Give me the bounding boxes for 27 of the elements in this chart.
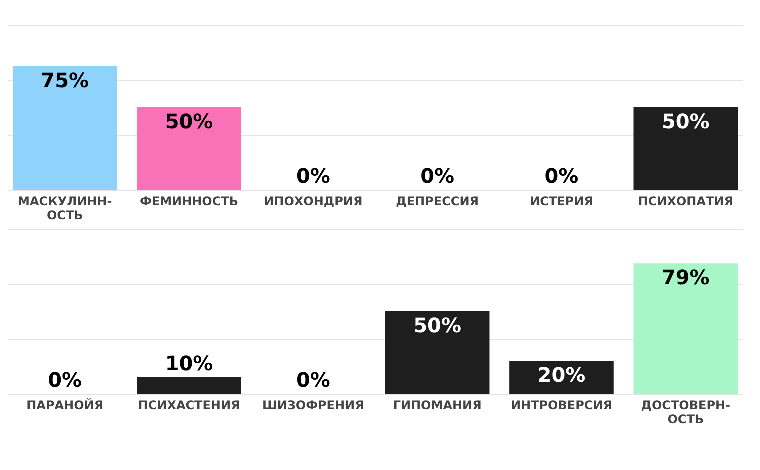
data-label: 79%	[662, 266, 710, 290]
x-tick-label: ДЕПРЕССИЯ	[396, 194, 479, 208]
x-tick-label: ГИПОМАНИЯ	[393, 398, 482, 412]
data-label: 20%	[538, 363, 586, 387]
bar	[634, 264, 738, 394]
x-tick-label: ИНТРОВЕРСИЯ	[510, 398, 612, 412]
x-tick-label: ИПОХОНДРИЯ	[264, 194, 363, 208]
data-label: 0%	[420, 164, 455, 188]
data-label: 75%	[41, 68, 90, 92]
bar	[385, 312, 490, 394]
x-tick-label: ПАРАНОЙЯ	[26, 398, 104, 412]
data-label: 10%	[165, 352, 214, 376]
data-label: 50%	[414, 314, 462, 338]
bar	[137, 378, 242, 394]
data-label: 0%	[296, 368, 330, 392]
x-tick-label: МАСКУЛИНН-ОСТЬ	[18, 194, 112, 222]
data-label: 50%	[662, 110, 710, 134]
x-tick-label: ИСТЕРИЯ	[530, 194, 594, 208]
x-tick-label: ДОСТОВЕРН-ОСТЬ	[641, 398, 731, 426]
x-tick-label: ПСИХАСТЕНИЯ	[138, 398, 240, 412]
x-tick-label: ФЕМИННОСТЬ	[140, 194, 239, 208]
data-label: 0%	[48, 368, 82, 392]
x-tick-label: ШИЗОФРЕНИЯ	[262, 398, 364, 412]
data-label: 0%	[544, 164, 579, 188]
data-label: 0%	[296, 164, 330, 188]
data-label: 50%	[165, 110, 214, 134]
x-tick-label: ПСИХОПАТИЯ	[638, 194, 734, 208]
